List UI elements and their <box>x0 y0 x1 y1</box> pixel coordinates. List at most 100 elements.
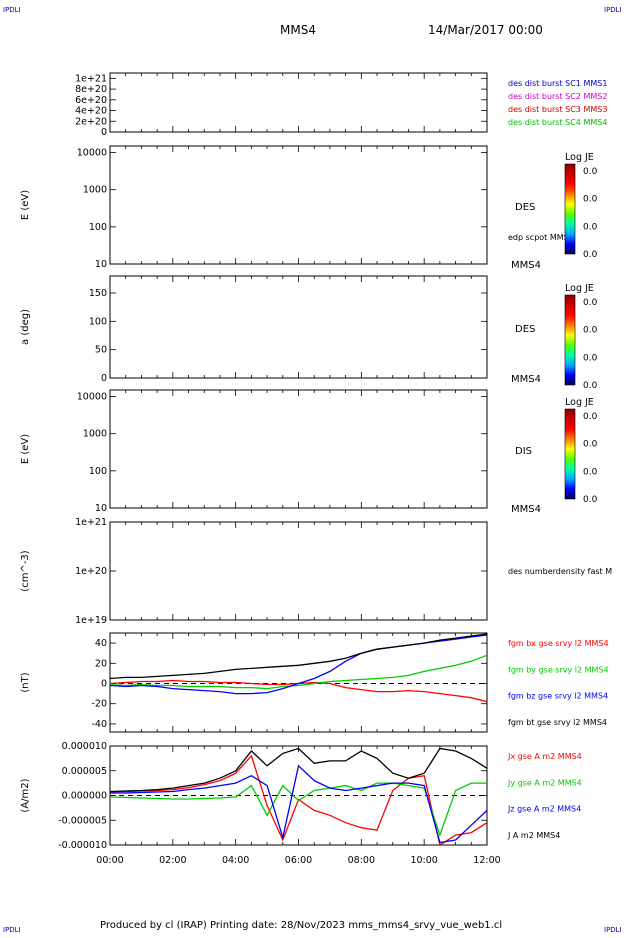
ylabel: a (deg) <box>20 309 31 345</box>
ylabel: (A/m2) <box>20 778 31 812</box>
series-line <box>110 633 487 680</box>
colorbar-tick: 0.0 <box>583 381 598 391</box>
panel-frame <box>109 389 488 509</box>
panel-4: 10000 1000 100 10 E (eV) DIS MMS4 Log JE 0.0 0.0 0… <box>20 389 598 515</box>
ytick-label: 1000 <box>83 429 107 440</box>
colorbar-tick: 0.0 <box>583 195 598 205</box>
legend-entry: fgm bz gse srvy l2 MMS4 <box>508 692 608 701</box>
ytick-label: 1e+21 <box>75 517 107 528</box>
colorbar-title: Log JE <box>565 152 594 163</box>
panel-3: 150 100 50 0 a (deg) DES MMS4 Log JE 0.0 0.0 0.0 0.… <box>20 275 598 391</box>
ytick-label: -20 <box>91 699 107 710</box>
panel-frame <box>109 275 488 379</box>
ytick-label: 1000 <box>83 185 107 196</box>
corner-label: MMS4 <box>511 374 541 385</box>
ylabel: E (eV) <box>20 434 31 464</box>
panel-2: 10000 1000 100 10 E (eV) DES edp scpot MMS4 MMS… <box>20 145 598 271</box>
colorbar-tick: 0.0 <box>583 167 598 177</box>
colorbar-title: Log JE <box>565 283 594 294</box>
legend-entry: des numberdensity fast M <box>508 567 612 576</box>
ylabel: (nT) <box>20 672 31 692</box>
ytick-label: -0.000005 <box>58 815 107 826</box>
series-line <box>110 782 487 838</box>
ylabel: (cm^-3) <box>20 550 31 591</box>
page-title: MMS4 <box>280 23 316 37</box>
ytick-label: 2e+20 <box>75 116 107 127</box>
panel-7: 0.000010 0.000005 0.000000 -0.000005 -0.0000… <box>20 741 582 851</box>
ytick-label: 1e+19 <box>75 615 107 626</box>
legend-entry: des dist burst SC2 MMS2 <box>508 92 607 101</box>
ytick-label: 0.000005 <box>62 766 107 777</box>
ytick-label: 10 <box>95 259 107 270</box>
colorbar-tick: 0.0 <box>583 440 598 450</box>
legend-entry: des dist burst SC3 MMS3 <box>508 105 607 114</box>
xtick-label: 00:00 <box>96 855 123 866</box>
series-line <box>110 634 487 695</box>
colorbar <box>564 163 576 255</box>
legend-entry: fgm bx gse srvy l2 MMS4 <box>508 639 609 648</box>
xtick-label: 12:00 <box>473 855 500 866</box>
series-line <box>110 654 487 690</box>
colorbar-tick: 0.0 <box>583 222 598 232</box>
ytick-label: 100 <box>89 316 107 327</box>
legend-entry: fgm bt gse srvy l2 MMS4 <box>508 718 607 727</box>
corner-label: MMS4 <box>511 260 541 271</box>
ytick-label: 1e+21 <box>75 73 107 84</box>
ytick-label: 0.000010 <box>62 741 107 752</box>
legend-entry: des dist burst SC4 MMS4 <box>508 118 607 127</box>
ytick-label: 40 <box>95 638 107 649</box>
colorbar-tick: 0.0 <box>583 495 598 505</box>
instrument-label: DIS <box>515 446 532 457</box>
ytick-label: 0 <box>101 679 107 690</box>
ytick-label: 100 <box>89 466 107 477</box>
ytick-label: 1e+20 <box>75 566 107 577</box>
corner-mark-top-left: IPDLI <box>3 6 21 14</box>
colorbar-tick: 0.0 <box>583 353 598 363</box>
ytick-label: 20 <box>95 658 107 669</box>
series-line <box>110 747 487 793</box>
ytick-label: 10000 <box>77 392 107 403</box>
legend-entry: fgm by gse srvy l2 MMS4 <box>508 665 609 674</box>
overlay-label: edp scpot MMS4 <box>508 233 574 242</box>
colorbar-tick: 0.0 <box>583 250 598 260</box>
ytick-label: 50 <box>95 345 107 356</box>
colorbar-tick: 0.0 <box>583 298 598 308</box>
xtick-label: 06:00 <box>285 855 312 866</box>
ytick-label: 8e+20 <box>75 84 107 95</box>
panel-frame <box>109 72 488 133</box>
ytick-label: 4e+20 <box>75 106 107 117</box>
panel-5: 1e+21 1e+20 1e+19 (cm^-3) des numberdensity … <box>20 517 612 626</box>
legend-entry: des dist burst SC1 MMS1 <box>508 79 607 88</box>
corner-mark-bottom-left: IPDLI <box>3 926 21 934</box>
page-datetime: 14/Mar/2017 00:00 <box>428 23 543 37</box>
xtick-label: 08:00 <box>348 855 375 866</box>
legend-entry: Jz gse A m2 MMS4 <box>507 805 581 814</box>
panel-6: 40 20 0 -20 -40 (nT) fgm bx gse srvy l2 MMS4 fg… <box>20 632 609 733</box>
corner-mark-bottom-right: IPDLI <box>604 926 622 934</box>
instrument-label: DES <box>515 202 535 213</box>
series-line <box>110 764 487 844</box>
ytick-label: -40 <box>91 719 107 730</box>
colorbar-tick: 0.0 <box>583 412 598 422</box>
xtick-label: 02:00 <box>159 855 186 866</box>
xtick-label: 04:00 <box>222 855 249 866</box>
ytick-label: 6e+20 <box>75 95 107 106</box>
panel-frame <box>109 521 488 621</box>
panel-frame <box>109 145 488 265</box>
colorbar-tick: 0.0 <box>583 326 598 336</box>
colorbar-title: Log JE <box>565 397 594 408</box>
legend-entry: Jx gse A m2 MMS4 <box>507 752 582 761</box>
panel-frame <box>109 632 488 733</box>
series-line <box>110 754 487 845</box>
corner-label: MMS4 <box>511 504 541 515</box>
ytick-label: 0 <box>101 373 107 384</box>
colorbar-tick: 0.0 <box>583 467 598 477</box>
corner-mark-top-right: IPDLI <box>604 6 622 14</box>
footer-text: Produced by cl (IRAP) Printing date: 28/… <box>100 920 502 931</box>
ytick-label: 0 <box>101 127 107 138</box>
instrument-label: DES <box>515 324 535 335</box>
ytick-label: 10 <box>95 503 107 514</box>
